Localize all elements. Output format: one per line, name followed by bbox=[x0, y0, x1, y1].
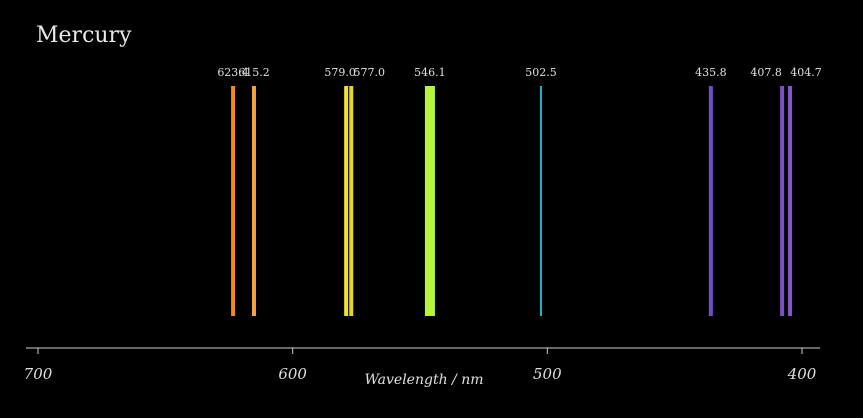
emission-line bbox=[539, 86, 542, 316]
x-axis-label: Wavelength / nm bbox=[364, 372, 483, 388]
emission-line bbox=[349, 86, 354, 316]
x-tick-label: 600 bbox=[278, 365, 307, 383]
emission-line bbox=[251, 86, 256, 316]
emission-line bbox=[424, 86, 435, 316]
line-label: 546.1 bbox=[414, 66, 446, 79]
x-tick-label: 700 bbox=[24, 365, 53, 383]
emission-line bbox=[344, 86, 349, 316]
line-label: 577.0 bbox=[353, 66, 385, 79]
line-label: 615.2 bbox=[238, 66, 270, 79]
line-label: 623.4 bbox=[217, 66, 249, 79]
emission-line bbox=[708, 86, 713, 316]
line-label: 407.8 bbox=[750, 66, 782, 79]
line-label: 579.0 bbox=[324, 66, 356, 79]
x-axis-ticks: 700 600 500 400 bbox=[24, 348, 817, 383]
emission-line bbox=[780, 86, 785, 316]
line-label: 404.7 bbox=[790, 66, 822, 79]
chart-title: Mercury bbox=[36, 23, 132, 48]
x-tick-label: 400 bbox=[787, 365, 817, 383]
emission-line bbox=[231, 86, 236, 316]
emission-line bbox=[788, 86, 793, 316]
emission-lines bbox=[231, 86, 793, 316]
x-tick-label: 500 bbox=[533, 365, 562, 383]
line-label: 435.8 bbox=[695, 66, 727, 79]
line-label: 502.5 bbox=[525, 66, 557, 79]
